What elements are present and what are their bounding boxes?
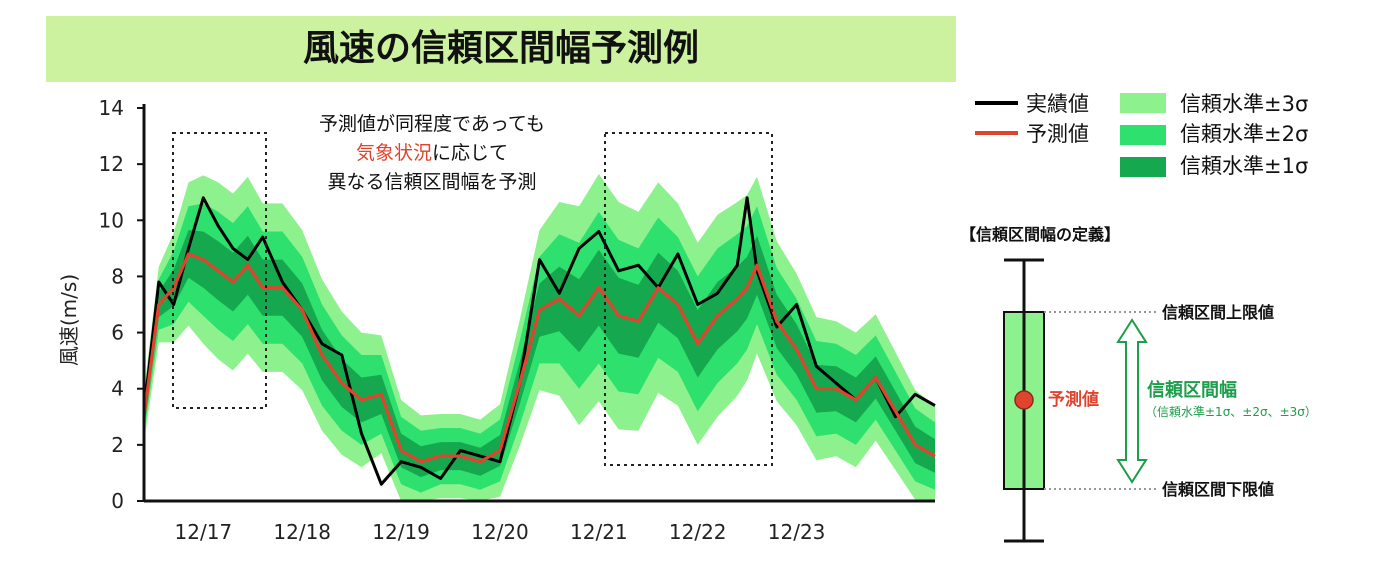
title-banner: 風速の信頼区間幅予測例 [46, 16, 956, 82]
x-tick-label: 12/18 [273, 520, 331, 544]
annotation-line3: 異なる信頼区間幅を予測 [327, 171, 536, 193]
x-tick-label: 12/23 [768, 520, 826, 544]
legend: 実績値 予測値 信頼水準±3σ 信頼水準±2σ 信頼水準±1σ [975, 92, 1308, 178]
chart-title: 風速の信頼区間幅予測例 [302, 28, 699, 69]
y-tick-label: 14 [99, 96, 124, 120]
x-tick-label: 12/21 [570, 520, 628, 544]
annotation-line1: 予測値が同程度であっても [319, 113, 545, 135]
series-lines [142, 196, 936, 486]
legend-swatch-3sigma [1120, 93, 1166, 113]
legend-label-2sigma: 信頼水準±2σ [1180, 122, 1308, 146]
y-tick-label: 2 [111, 433, 124, 457]
axes [137, 104, 935, 503]
y-tick-label: 12 [99, 152, 124, 176]
y-axis-label: 風速(m/s) [57, 274, 81, 366]
annotation-highlight: 気象状況 [356, 142, 432, 164]
band-1sigma [144, 230, 935, 478]
y-tick-label: 8 [111, 264, 124, 288]
range-label: 信頼区間幅 [1147, 379, 1237, 401]
legend-label-predicted: 予測値 [1026, 122, 1089, 146]
definition-heading: 【信頼区間幅の定義】 [960, 225, 1120, 244]
y-tick-label: 0 [111, 489, 124, 513]
x-tick-label: 12/19 [372, 520, 430, 544]
prediction-label: 予測値 [1048, 389, 1099, 410]
legend-swatch-2sigma [1120, 125, 1166, 145]
upper-limit-label: 信頼区間上限値 [1162, 303, 1274, 322]
highlight-box-left [172, 132, 267, 409]
actual-line [142, 196, 936, 486]
annotation-line2: 気象状況に応じて [356, 142, 508, 164]
legend-swatch-1sigma [1120, 157, 1166, 177]
legend-label-1sigma: 信頼水準±1σ [1180, 154, 1308, 178]
range-sublabel: （信頼水準±1σ、±2σ、±3σ） [1145, 404, 1317, 419]
definition-diagram: 【信頼区間幅の定義】 信頼区間上限値 信頼区間下限値 予測値 信頼区間幅 （信頼… [960, 225, 1317, 543]
legend-label-3sigma: 信頼水準±3σ [1180, 92, 1308, 116]
x-tick-label: 12/22 [669, 520, 727, 544]
annotation-line2-rest: に応じて [432, 142, 508, 164]
y-tick-label: 10 [99, 208, 124, 232]
lower-limit-label: 信頼区間下限値 [1162, 480, 1274, 499]
legend-label-actual: 実績値 [1026, 92, 1089, 116]
range-arrow [1116, 318, 1148, 484]
x-tick-label: 12/17 [175, 520, 233, 544]
x-tick-labels: 12/17 12/18 12/19 12/20 12/21 12/22 12/23 [175, 520, 826, 544]
y-tick-label: 4 [111, 377, 124, 401]
x-tick-label: 12/20 [471, 520, 529, 544]
prediction-dot [1014, 390, 1034, 410]
predicted-line [142, 252, 936, 464]
highlight-box-right [604, 132, 773, 466]
confidence-bands [144, 174, 935, 501]
y-tick-labels: 0 2 4 6 8 10 12 14 [99, 96, 124, 513]
y-tick-label: 6 [111, 321, 124, 345]
